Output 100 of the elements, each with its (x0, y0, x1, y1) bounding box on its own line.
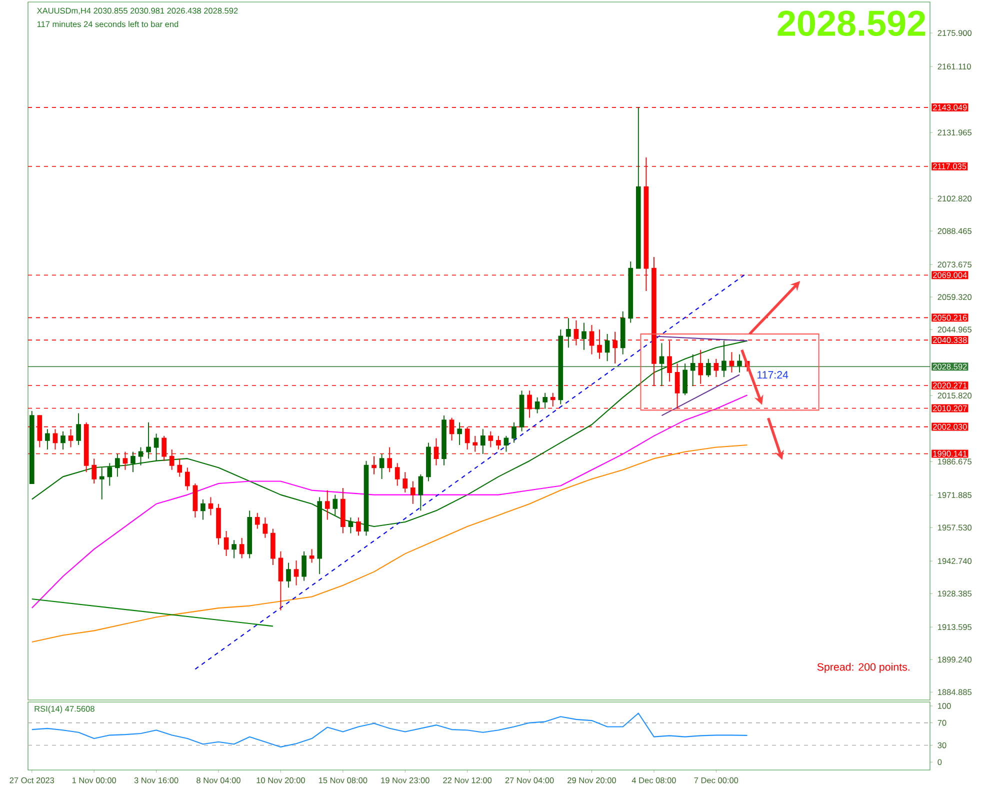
candlestick (92, 458, 97, 484)
chart-title: RSI(14) 47.5608 (34, 706, 94, 714)
candlestick (254, 512, 260, 530)
ref-line-label: 2117.035 (933, 163, 966, 170)
y-tick-label: 2015.820 (938, 392, 972, 398)
x-tick-label: 8 Nov 04:00 (196, 777, 240, 784)
ref-line-label: 2050.216 (933, 314, 967, 321)
candlestick (394, 462, 400, 486)
candlestick (286, 562, 291, 588)
candlestick (604, 334, 610, 362)
candlestick (29, 410, 34, 484)
candlestick (262, 516, 268, 538)
candlestick (480, 428, 486, 455)
candlestick (620, 310, 626, 355)
annotation: Spread: 200 points. (817, 662, 910, 673)
candlestick (558, 329, 564, 405)
candlestick (550, 392, 556, 407)
y-tick-label: 2161.110 (938, 64, 971, 70)
annotation: 2028.592 (778, 10, 926, 36)
x-tick-label: 4 Dec 08:00 (632, 777, 676, 784)
ref-line-label: 2040.338 (933, 337, 967, 343)
candlestick (534, 396, 540, 414)
candlestick (239, 537, 244, 559)
y-tick-label: 1957.530 (938, 524, 972, 531)
candlestick (208, 496, 214, 516)
candlestick (582, 322, 586, 350)
candlestick (68, 428, 74, 448)
candlestick (410, 480, 416, 504)
ref-line-label: 2002.030 (933, 424, 967, 430)
candlestick (566, 318, 571, 348)
x-tick-label: 19 Nov 23:00 (381, 777, 430, 784)
y-tick-label: 1913.595 (938, 624, 972, 630)
candlestick (542, 392, 548, 410)
candlestick (682, 362, 688, 396)
y-tick-label: 0 (938, 759, 942, 766)
y-tick-label: 2088.465 (938, 228, 972, 234)
candlestick (628, 261, 634, 324)
candlestick (184, 467, 190, 491)
y-tick-label: 1928.385 (938, 590, 972, 597)
y-tick-label: 2175.900 (938, 30, 972, 36)
y-tick-label: 2131.965 (938, 130, 972, 136)
candlestick (115, 454, 120, 478)
ref-line-label: 2143.049 (933, 104, 967, 110)
candlestick (76, 412, 81, 446)
candlestick (714, 358, 719, 378)
candlestick (332, 494, 338, 516)
candlestick (99, 467, 104, 500)
x-tick-label: 3 Nov 16:00 (134, 777, 178, 784)
candlestick (154, 433, 159, 462)
x-tick-label: 7 Dec 00:00 (694, 777, 738, 784)
candlestick (224, 530, 229, 556)
candlestick (659, 342, 664, 387)
candlestick (309, 548, 314, 564)
candlestick (216, 503, 221, 546)
x-tick-label: 22 Nov 12:00 (443, 777, 492, 784)
ref-line-label: 2020.271 (933, 382, 967, 388)
candlestick (504, 435, 509, 452)
y-tick-label: 1986.675 (938, 458, 972, 465)
candlestick (729, 352, 734, 373)
y-tick-label: 1884.885 (938, 689, 972, 696)
ref-line-label: 2010.207 (933, 405, 967, 412)
line-series (31, 444, 748, 643)
ref-line-label: 2069.004 (933, 272, 967, 278)
candlestick (488, 430, 494, 448)
candlestick (60, 430, 66, 450)
y-tick-label: 30 (938, 742, 946, 748)
x-tick-label: 27 Nov 04:00 (505, 777, 554, 784)
candlestick (294, 560, 299, 586)
y-tick-label: 2044.965 (938, 326, 972, 332)
candlestick (130, 451, 136, 473)
candlestick (457, 422, 462, 446)
x-tick-label: 29 Nov 20:00 (568, 777, 616, 784)
candlestick (302, 550, 306, 582)
candlestick (372, 456, 376, 475)
candlestick (232, 540, 236, 559)
y-tick-label: 2059.320 (938, 294, 972, 300)
candlestick (472, 435, 478, 452)
annotation: 117 minutes 24 seconds left to bar end (37, 21, 178, 28)
candlestick (690, 354, 696, 387)
x-tick-label: 27 Oct 2023 (10, 777, 54, 784)
candlestick (340, 488, 346, 534)
candlestick (356, 516, 361, 536)
candlestick (402, 472, 408, 494)
candlestick (636, 107, 641, 269)
candlestick (512, 422, 516, 444)
candlestick (200, 498, 206, 520)
x-tick-label: 1 Nov 00:00 (72, 777, 116, 784)
candlestick (177, 458, 182, 478)
y-tick-label: 2102.820 (938, 196, 972, 202)
candlestick (442, 415, 446, 466)
x-tick-label: 15 Nov 08:00 (318, 777, 368, 784)
candlestick (146, 422, 151, 460)
candlestick (324, 490, 330, 520)
candlestick (706, 358, 711, 378)
annotation: XAUUSDm,H4 2030.855 2030.981 2026.438 2028.592 (37, 8, 238, 15)
y-tick-label: 1942.740 (938, 558, 972, 564)
x-tick-label: 10 Nov 20:00 (256, 777, 305, 784)
ref-line-label: 2028.592 (933, 364, 967, 370)
y-tick-label: 100 (938, 703, 951, 709)
candlestick (270, 528, 276, 566)
